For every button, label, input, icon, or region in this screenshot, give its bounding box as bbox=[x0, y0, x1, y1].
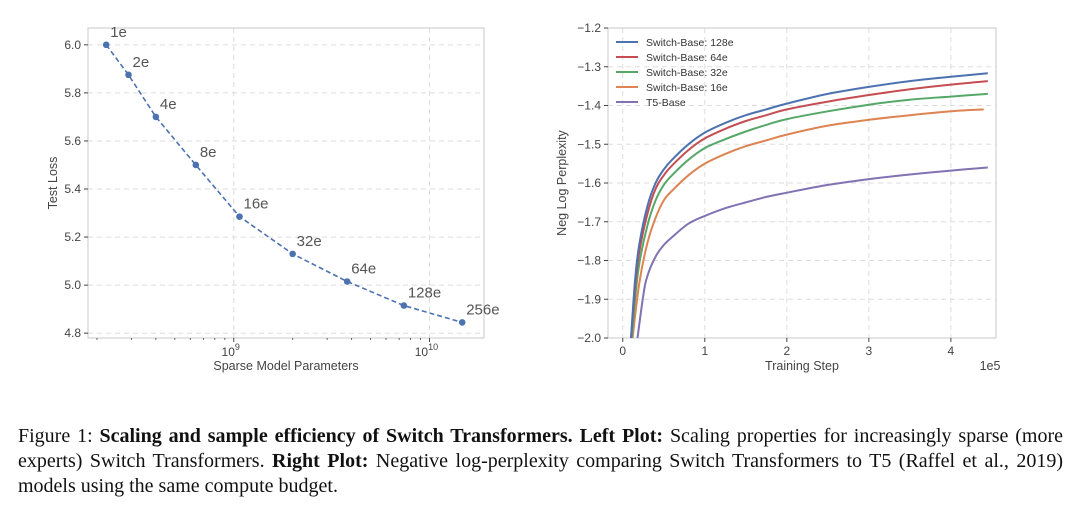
left-chart: 6.05.85.65.45.25.04.8 109 1010 1e2e4e8e16… bbox=[46, 24, 500, 373]
right-chart: −1.2 −1.3 −1.4 −1.5 −1.6 −1.7 −1.8 −1.9 −2.0 0 1 2… bbox=[555, 21, 1000, 373]
left-data-point bbox=[458, 319, 466, 326]
left-data-point bbox=[289, 250, 296, 258]
right-x-tick-label: 4 bbox=[948, 344, 955, 358]
left-series-line bbox=[105, 44, 463, 324]
left-x-ticks: 109 1010 bbox=[96, 338, 438, 359]
left-y-tick-label: 4.8 bbox=[64, 326, 81, 340]
left-y-tick-label: 5.2 bbox=[64, 230, 81, 244]
left-y-tick-label: 5.8 bbox=[64, 86, 81, 100]
left-y-ticks: 6.0 5.8 5.6 5.4 5.2 5.0 4.8 bbox=[64, 38, 88, 340]
right-series-line bbox=[630, 72, 988, 339]
figure-caption: Figure 1: Scaling and sample efficiency … bbox=[18, 424, 1063, 499]
left-x-tick-exp: 9 bbox=[235, 342, 240, 352]
caption-left-label: Left Plot: bbox=[579, 425, 664, 447]
right-y-tick-label: −2.0 bbox=[577, 331, 601, 345]
right-x-ticks: 0 1 2 3 4 bbox=[619, 338, 955, 358]
caption-prefix: Figure 1: bbox=[18, 425, 100, 447]
right-y-tick-label: −1.6 bbox=[577, 176, 601, 190]
right-x-tick-label: 3 bbox=[866, 344, 873, 358]
left-point-label: 4e bbox=[160, 96, 177, 113]
left-x-tick-exp: 10 bbox=[428, 342, 438, 352]
left-grid bbox=[88, 28, 484, 338]
left-point-label: 2e bbox=[133, 54, 150, 71]
left-plot-frame bbox=[87, 27, 485, 339]
caption-title: Scaling and sample efficiency of Switch … bbox=[99, 425, 573, 447]
left-point-label: 1e bbox=[110, 24, 127, 41]
left-data-point bbox=[125, 71, 132, 79]
right-y-tick-label: −1.8 bbox=[577, 254, 601, 268]
left-point-label: 32e bbox=[297, 233, 322, 250]
legend-label: T5-Base bbox=[646, 97, 686, 109]
left-x-tick-label: 1010 bbox=[415, 342, 438, 359]
left-data-point bbox=[152, 113, 160, 121]
left-y-tick-label: 6.0 bbox=[64, 38, 81, 52]
left-data-point bbox=[400, 302, 408, 309]
right-x-tick-label: 0 bbox=[619, 344, 626, 358]
left-y-tick-label: 5.4 bbox=[64, 182, 81, 196]
right-y-ticks: −1.2 −1.3 −1.4 −1.5 −1.6 −1.7 −1.8 −1.9 −2.0 bbox=[577, 21, 608, 345]
left-data-point bbox=[236, 213, 243, 220]
right-y-tick-label: −1.2 bbox=[577, 21, 601, 35]
right-y-tick-label: −1.5 bbox=[577, 137, 601, 151]
right-x-offset-label: 1e5 bbox=[980, 359, 1001, 373]
right-series-line bbox=[631, 108, 984, 339]
right-series-line bbox=[636, 166, 988, 339]
right-y-tick-label: −1.4 bbox=[577, 99, 601, 113]
caption-left-text: Scaling properties for increasingly spar… bbox=[18, 425, 1064, 472]
legend-label: Switch-Base: 128e bbox=[646, 37, 734, 49]
left-point-label: 128e bbox=[408, 285, 441, 302]
right-series-line bbox=[630, 92, 988, 339]
right-series bbox=[630, 72, 988, 339]
legend-label: Switch-Base: 32e bbox=[646, 67, 728, 79]
right-legend: Switch-Base: 128e Switch-Base: 64e Switch-… bbox=[616, 37, 734, 109]
right-y-tick-label: −1.7 bbox=[577, 215, 601, 229]
left-point-label: 64e bbox=[351, 261, 376, 278]
caption-right-label: Right Plot: bbox=[272, 450, 369, 472]
left-data-point bbox=[102, 41, 110, 49]
right-x-tick-label: 2 bbox=[783, 344, 790, 358]
left-data-point bbox=[343, 278, 351, 285]
right-series-line bbox=[630, 80, 988, 339]
left-point-label: 16e bbox=[243, 196, 268, 213]
left-point-label: 256e bbox=[466, 301, 499, 318]
right-x-axis-label: Training Step bbox=[765, 359, 839, 373]
left-y-axis-label: Test Loss bbox=[46, 157, 60, 210]
left-x-tick-base: 10 bbox=[222, 345, 236, 359]
left-data-point bbox=[192, 161, 200, 169]
right-y-tick-label: −1.3 bbox=[577, 60, 601, 74]
caption-right-text: Negative log-perplexity comparing Switch… bbox=[18, 450, 1064, 497]
left-x-axis-label: Sparse Model Parameters bbox=[213, 359, 358, 373]
left-series: 1e 2e 4e 8e 16e 32e 64e 128e 256e bbox=[102, 24, 500, 326]
legend-label: Switch-Base: 16e bbox=[646, 82, 728, 94]
legend-label: Switch-Base: 64e bbox=[646, 52, 728, 64]
right-y-axis-label: Neg Log Perplexity bbox=[555, 129, 569, 235]
right-x-tick-label: 1 bbox=[701, 344, 708, 358]
left-y-tick-label: 5.0 bbox=[64, 278, 81, 292]
right-y-tick-label: −1.9 bbox=[577, 292, 601, 306]
left-point-label: 8e bbox=[200, 144, 217, 161]
left-x-tick-base: 10 bbox=[415, 345, 429, 359]
left-y-tick-label: 5.6 bbox=[64, 134, 81, 148]
left-x-tick-label: 109 bbox=[222, 342, 240, 359]
